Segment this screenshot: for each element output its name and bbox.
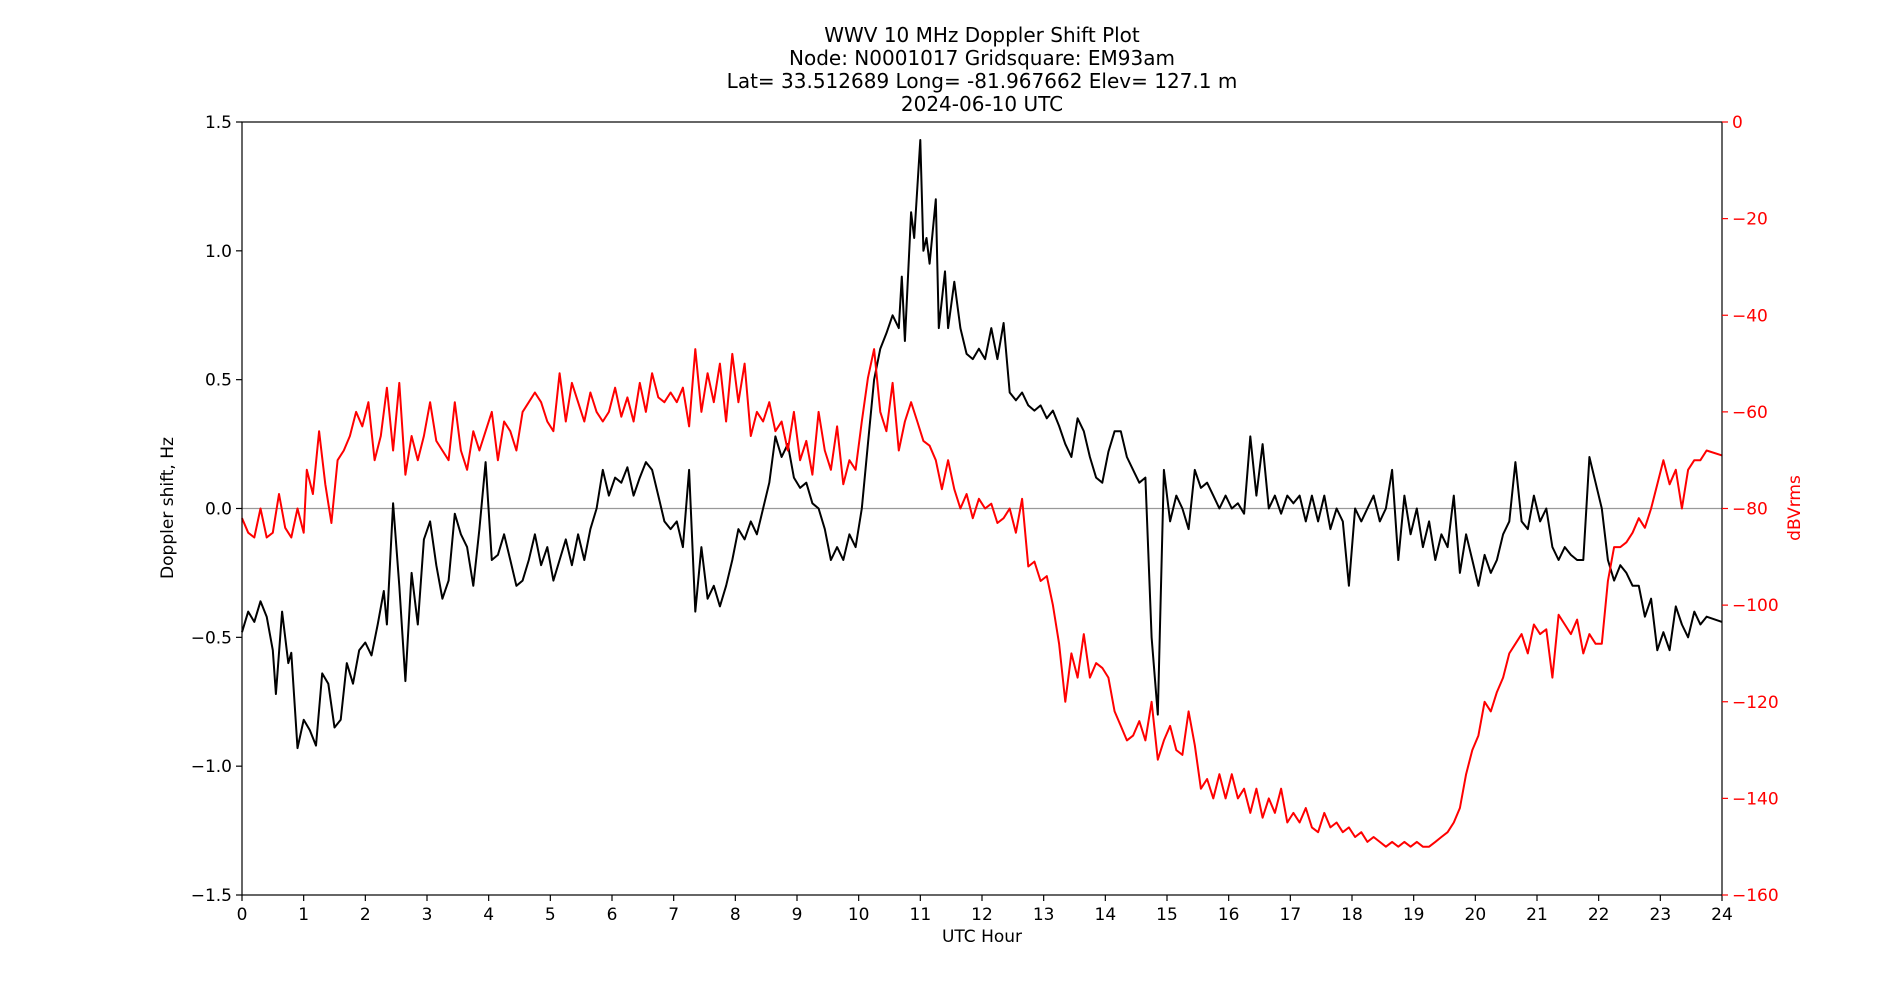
left-y-axis-label: Doppler shift, Hz xyxy=(158,437,178,579)
x-tick-label: 23 xyxy=(1650,905,1672,925)
x-axis-label: UTC Hour xyxy=(942,927,1022,947)
x-tick-label: 10 xyxy=(848,905,870,925)
x-tick-label: 6 xyxy=(607,905,618,925)
right-y-tick-label: −100 xyxy=(1732,596,1779,616)
left-y-tick-label: 0.5 xyxy=(205,371,232,391)
x-tick-label: 8 xyxy=(730,905,741,925)
x-tick-label: 24 xyxy=(1711,905,1733,925)
x-tick-label: 9 xyxy=(792,905,803,925)
right-y-tick-label: −160 xyxy=(1732,886,1779,906)
title-line-3: Lat= 33.512689 Long= -81.967662 Elev= 12… xyxy=(727,69,1238,93)
x-tick-label: 13 xyxy=(1033,905,1055,925)
right-y-tick-label: −60 xyxy=(1732,403,1768,423)
x-tick-label: 19 xyxy=(1403,905,1425,925)
x-tick-label: 5 xyxy=(545,905,556,925)
x-tick-label: 11 xyxy=(910,905,932,925)
x-tick-label: 18 xyxy=(1341,905,1363,925)
x-tick-label: 16 xyxy=(1218,905,1240,925)
x-tick-label: 4 xyxy=(483,905,494,925)
x-tick-label: 14 xyxy=(1095,905,1117,925)
left-y-tick-label: 0.0 xyxy=(205,500,232,520)
x-tick-label: 2 xyxy=(360,905,371,925)
right-y-tick-label: −20 xyxy=(1732,210,1768,230)
x-axis-ticks: 0 1 2 3 4 5 6 7 8 9 10 11 12 13 14 15 16 17 18 19 20 21 22 23 24 xyxy=(237,895,1733,925)
left-y-tick-label: −0.5 xyxy=(191,628,232,648)
x-tick-label: 22 xyxy=(1588,905,1610,925)
right-y-axis-ticks: 0 −20 −40 −60 −80 −100 −120 −140 −160 xyxy=(1722,113,1779,906)
title-line-1: WWV 10 MHz Doppler Shift Plot xyxy=(824,23,1140,47)
right-y-tick-label: 0 xyxy=(1732,113,1743,133)
right-y-tick-label: −120 xyxy=(1732,693,1779,713)
series-layer xyxy=(241,139,1723,848)
right-y-axis-label: dBVrms xyxy=(1785,475,1805,541)
x-tick-label: 15 xyxy=(1156,905,1178,925)
title-line-2: Node: N0001017 Gridsquare: EM93am xyxy=(789,46,1175,70)
x-tick-label: 20 xyxy=(1465,905,1487,925)
x-tick-label: 7 xyxy=(668,905,679,925)
x-tick-label: 0 xyxy=(237,905,248,925)
x-tick-label: 1 xyxy=(298,905,309,925)
left-y-axis-ticks: 1.5 1.0 0.5 0.0 −0.5 −1.0 −1.5 xyxy=(191,113,242,906)
chart-title: WWV 10 MHz Doppler Shift Plot Node: N000… xyxy=(727,23,1238,116)
x-tick-label: 12 xyxy=(971,905,993,925)
left-y-tick-label: 1.0 xyxy=(205,242,232,262)
x-tick-label: 3 xyxy=(422,905,433,925)
x-tick-label: 17 xyxy=(1280,905,1302,925)
title-line-4: 2024-06-10 UTC xyxy=(901,92,1063,116)
right-y-tick-label: −80 xyxy=(1732,500,1768,520)
doppler-shift-line xyxy=(241,139,1723,750)
signal-level-line xyxy=(241,348,1723,848)
left-y-tick-label: −1.5 xyxy=(191,886,232,906)
left-y-tick-label: 1.5 xyxy=(205,113,232,133)
right-y-tick-label: −40 xyxy=(1732,306,1768,326)
left-y-tick-label: −1.0 xyxy=(191,757,232,777)
right-y-tick-label: −140 xyxy=(1732,789,1779,809)
x-tick-label: 21 xyxy=(1526,905,1548,925)
